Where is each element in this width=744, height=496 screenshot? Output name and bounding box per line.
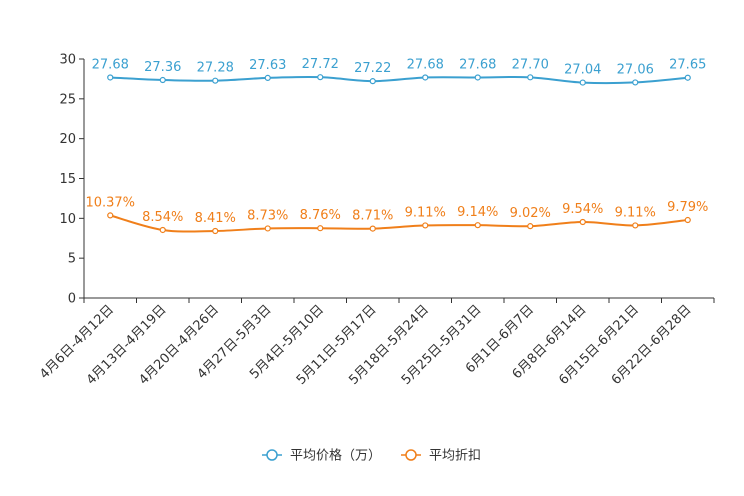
legend-marker [405,449,417,461]
data-label: 27.68 [407,57,444,72]
data-label: 9.14% [457,205,498,220]
data-label: 27.72 [302,57,339,72]
data-label: 8.41% [195,211,236,226]
data-point[interactable] [579,218,586,226]
data-point[interactable] [684,74,691,81]
series-layer: 27.68 27.36 27.28 27.63 27.72 27.22 27.68 27.68… [85,57,708,235]
data-label: 9.54% [562,202,603,217]
data-point[interactable] [369,225,376,232]
legend-item-1[interactable]: 平均价格（万） [262,448,381,464]
y-tick-label: 20 [59,132,76,147]
data-point[interactable] [369,78,376,85]
data-label: 8.54% [142,210,183,225]
data-label: 9.79% [667,200,708,215]
data-point[interactable] [684,216,691,224]
data-point[interactable] [527,223,534,230]
data-label: 27.63 [249,58,286,73]
data-point[interactable] [212,77,219,84]
data-label: 10.37% [85,195,135,210]
data-point[interactable] [632,222,639,229]
data-point[interactable] [159,76,166,84]
data-point[interactable] [579,79,586,86]
data-point[interactable] [527,74,534,81]
legend-item-2[interactable]: 平均折扣 [401,449,481,464]
data-point[interactable] [317,74,324,81]
data-point[interactable] [632,79,639,86]
data-label: 27.28 [197,61,234,76]
data-point[interactable] [474,222,481,229]
data-label: 27.70 [512,57,549,72]
data-label: 27.04 [564,63,601,78]
y-tick-label: 5 [68,252,76,267]
data-label: 9.11% [615,205,656,220]
data-point[interactable] [107,74,114,81]
data-label: 8.76% [300,208,341,223]
data-point[interactable] [264,74,271,81]
data-point[interactable] [212,227,219,235]
legend[interactable]: 平均价格（万） 平均折扣 [262,448,481,464]
data-point[interactable] [264,225,271,232]
data-point[interactable] [107,212,114,219]
series-line [109,214,688,233]
legend-label: 平均价格（万） [290,448,381,464]
data-label: 27.36 [144,60,181,75]
data-label: 27.68 [92,57,129,72]
data-point[interactable] [422,74,429,81]
series-1: 27.68 27.36 27.28 27.63 27.72 27.22 27.68 27.68… [92,57,706,86]
data-label: 8.71% [352,209,393,224]
data-label: 27.68 [459,57,496,72]
data-point[interactable] [422,222,429,229]
data-point[interactable] [317,225,324,232]
data-point[interactable] [159,226,166,234]
legend-marker [266,449,278,461]
data-label: 27.22 [354,61,391,76]
data-label: 8.73% [247,208,288,223]
data-label: 9.02% [510,206,551,221]
data-label: 27.06 [617,62,654,77]
y-tick-label: 0 [68,292,76,307]
data-point[interactable] [474,74,481,81]
data-label: 9.11% [405,205,446,220]
series-2: 10.37% 8.54% 8.41% 8.73% 8.76% 8.71% 9.11% 9.14… [85,195,708,235]
series-line [110,75,688,85]
y-tick-label: 10 [59,212,76,227]
data-label: 27.65 [669,58,706,73]
legend-label: 平均折扣 [429,449,481,464]
y-tick-label: 15 [59,172,76,187]
y-tick-label: 25 [59,92,76,107]
y-tick-label: 30 [59,53,76,68]
